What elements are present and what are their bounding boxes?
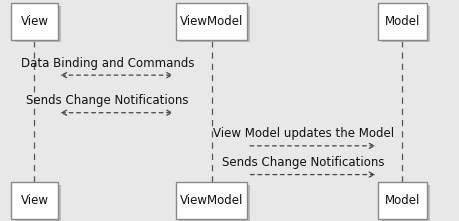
Text: Sends Change Notifications: Sends Change Notifications — [26, 94, 188, 107]
Bar — [11, 3, 57, 40]
Bar — [381, 6, 429, 42]
Bar — [378, 182, 426, 219]
Text: View Model updates the Model: View Model updates the Model — [213, 127, 393, 140]
Bar — [11, 182, 57, 219]
Bar — [179, 185, 250, 221]
Bar — [179, 6, 250, 42]
Bar — [176, 182, 247, 219]
Bar — [176, 3, 247, 40]
Bar — [15, 6, 61, 42]
Text: Data Binding and Commands: Data Binding and Commands — [21, 57, 194, 70]
Text: ViewModel: ViewModel — [179, 15, 243, 28]
Bar — [15, 185, 61, 221]
Text: ViewModel: ViewModel — [179, 194, 243, 207]
Bar — [378, 3, 426, 40]
Text: View: View — [21, 194, 48, 207]
Text: Model: Model — [384, 194, 419, 207]
Text: Model: Model — [384, 15, 419, 28]
Text: View: View — [21, 15, 48, 28]
Bar — [381, 185, 429, 221]
Text: Sends Change Notifications: Sends Change Notifications — [222, 156, 384, 169]
